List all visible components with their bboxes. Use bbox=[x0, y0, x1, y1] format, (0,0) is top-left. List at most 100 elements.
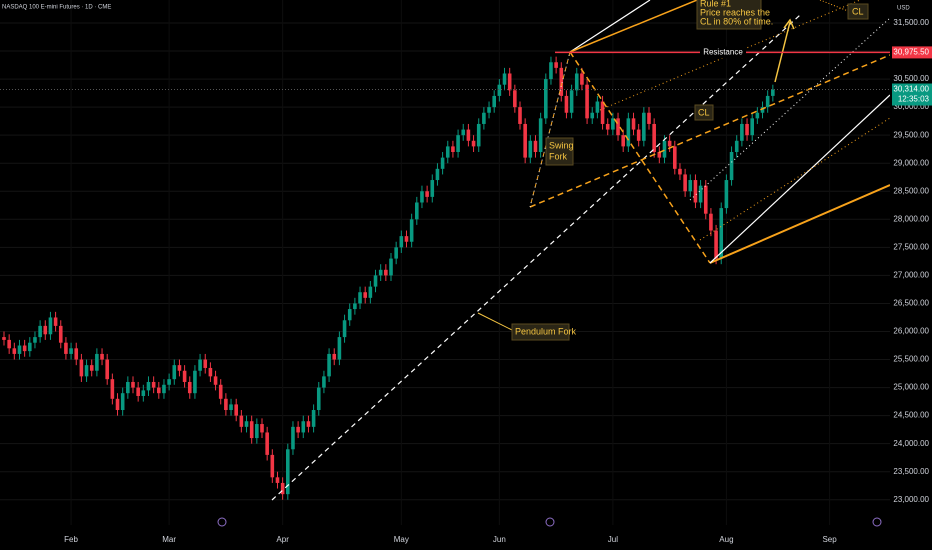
candle-body bbox=[95, 353, 99, 371]
candle-body bbox=[322, 376, 326, 388]
candle-body bbox=[564, 95, 569, 113]
annotation: CL in 80% of time. bbox=[700, 16, 773, 26]
x-tick-label: Jun bbox=[493, 535, 506, 544]
fork-dotted bbox=[699, 117, 891, 241]
candle-body bbox=[224, 398, 228, 411]
candle-body bbox=[146, 381, 151, 391]
candle-body bbox=[48, 317, 53, 335]
y-tick-label: 28,000.00 bbox=[893, 214, 929, 223]
y-tick-label: 23,500.00 bbox=[893, 467, 929, 476]
candle-body bbox=[7, 339, 11, 349]
candle-body bbox=[734, 140, 739, 153]
candle-body bbox=[275, 477, 280, 483]
candle-body bbox=[33, 337, 37, 343]
y-tick-label: 25,500.00 bbox=[893, 355, 929, 364]
last-price-value: 30,314.00 bbox=[893, 85, 929, 94]
y-tick-label: 27,500.00 bbox=[893, 242, 929, 251]
candle-body bbox=[636, 129, 641, 141]
x-tick-label: May bbox=[394, 535, 409, 544]
note-box bbox=[511, 323, 570, 341]
candle-body bbox=[172, 365, 177, 380]
y-tick-label: 27,000.00 bbox=[893, 271, 929, 280]
candle-body bbox=[368, 286, 373, 298]
y-tick-label: 29,000.00 bbox=[893, 158, 929, 167]
candle-body bbox=[600, 101, 605, 124]
annotation: Swing bbox=[549, 140, 574, 150]
candle-body bbox=[445, 146, 450, 158]
candle-body bbox=[487, 107, 491, 113]
candle-body bbox=[667, 140, 672, 147]
candle-body bbox=[502, 73, 507, 85]
y-tick-label: 31,500.00 bbox=[893, 18, 929, 27]
candle-body bbox=[337, 337, 342, 360]
resistance-tag bbox=[892, 46, 932, 59]
note-box bbox=[694, 104, 714, 121]
candle-body bbox=[115, 398, 120, 411]
leader bbox=[477, 312, 513, 331]
candle-body bbox=[58, 325, 63, 343]
leader bbox=[819, 0, 849, 12]
candle-body bbox=[456, 135, 460, 153]
x-tick-label: Feb bbox=[64, 535, 78, 544]
candle-body bbox=[631, 118, 636, 130]
candle-body bbox=[750, 118, 754, 136]
fork-line bbox=[569, 0, 698, 53]
resistance-label-box bbox=[700, 46, 746, 59]
candle-body bbox=[22, 345, 27, 352]
candle-body bbox=[440, 157, 445, 169]
fork-line bbox=[569, 0, 651, 53]
candle-body bbox=[580, 73, 584, 85]
candle-body bbox=[306, 421, 311, 427]
fork-dotted bbox=[529, 51, 571, 208]
candle-body bbox=[270, 454, 275, 478]
y-tick-label: 29,500.00 bbox=[893, 130, 929, 139]
candle-body bbox=[415, 202, 419, 220]
currency: USD bbox=[897, 6, 910, 12]
y-tick-label: 26,500.00 bbox=[893, 299, 929, 308]
candle-body bbox=[358, 292, 362, 304]
candle-body bbox=[234, 404, 238, 416]
candle-body bbox=[471, 140, 476, 147]
fork-line bbox=[709, 184, 891, 264]
y-tick-label: 24,000.00 bbox=[893, 439, 929, 448]
candle-body bbox=[136, 387, 140, 396]
candle-body bbox=[208, 367, 213, 377]
candle-body bbox=[291, 426, 295, 450]
y-tick-label: 30,500.00 bbox=[893, 74, 929, 83]
candle-body bbox=[332, 353, 337, 360]
candle-body bbox=[574, 73, 579, 91]
candle-body bbox=[647, 112, 651, 124]
candle-body bbox=[652, 123, 656, 153]
candle-body bbox=[724, 180, 729, 209]
candle-body bbox=[409, 219, 414, 242]
candle-body bbox=[533, 140, 538, 153]
candle-body bbox=[430, 180, 435, 197]
candle-body bbox=[141, 390, 146, 396]
candle-body bbox=[425, 191, 429, 197]
candle-body bbox=[157, 387, 161, 394]
candle-body bbox=[249, 421, 254, 439]
candle-body bbox=[585, 84, 589, 119]
y-tick-label: 26,000.00 bbox=[893, 327, 929, 336]
candle-body bbox=[311, 410, 316, 427]
candle-body bbox=[301, 421, 306, 433]
countdown: 12:35:03 bbox=[898, 95, 930, 104]
candle-body bbox=[595, 101, 600, 113]
candle-body bbox=[760, 107, 765, 113]
candle-body bbox=[244, 421, 249, 427]
annotation: Rule #1 bbox=[700, 0, 731, 8]
candle-body bbox=[518, 107, 522, 124]
candle-body bbox=[765, 95, 770, 108]
candle-body bbox=[110, 379, 115, 399]
candle-body bbox=[507, 73, 512, 91]
candle-body bbox=[605, 123, 610, 130]
candle-body bbox=[187, 381, 192, 394]
candle-body bbox=[642, 112, 646, 141]
candle-body bbox=[64, 342, 68, 354]
candle-body bbox=[286, 449, 290, 495]
candle-body bbox=[38, 325, 42, 338]
candle-body bbox=[316, 387, 321, 411]
candle-body bbox=[89, 365, 94, 371]
x-tick-label: Jul bbox=[608, 535, 618, 544]
candle-body bbox=[43, 325, 48, 335]
